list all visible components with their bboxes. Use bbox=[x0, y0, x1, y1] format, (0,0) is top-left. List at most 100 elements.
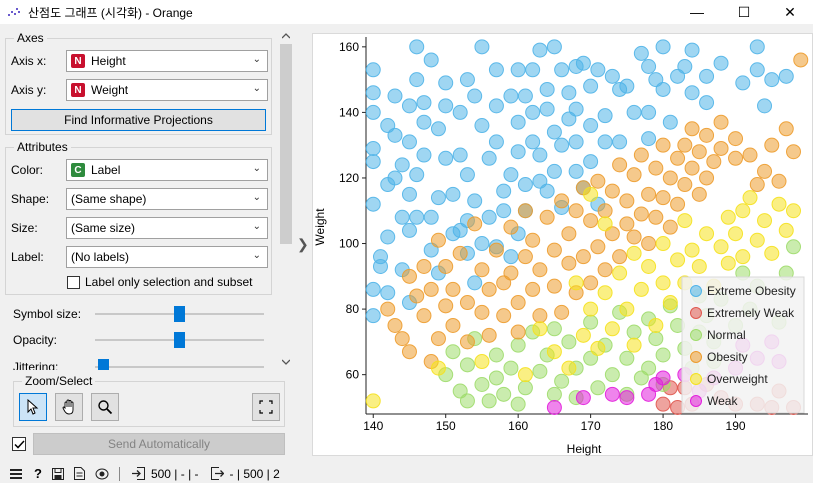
data-point[interactable] bbox=[438, 298, 454, 314]
data-point[interactable] bbox=[430, 232, 446, 248]
data-point[interactable] bbox=[786, 239, 802, 255]
data-point[interactable] bbox=[764, 245, 780, 261]
data-point[interactable] bbox=[467, 193, 483, 209]
data-point[interactable] bbox=[655, 81, 671, 97]
data-point[interactable] bbox=[365, 393, 381, 409]
data-point[interactable] bbox=[771, 196, 787, 212]
data-point[interactable] bbox=[604, 183, 620, 199]
data-point[interactable] bbox=[438, 258, 454, 274]
data-point[interactable] bbox=[720, 255, 736, 271]
data-point[interactable] bbox=[561, 226, 577, 242]
save-icon[interactable] bbox=[51, 467, 64, 480]
size-combo[interactable]: (Same size) ⌄ bbox=[66, 217, 268, 239]
report-icon[interactable] bbox=[73, 467, 85, 480]
data-point[interactable] bbox=[532, 147, 548, 163]
scatter-plot[interactable]: 140 150 160 170 180 190 60 80 100 120 140 160 Heigh… bbox=[313, 34, 813, 457]
data-point[interactable] bbox=[380, 301, 396, 317]
data-point[interactable] bbox=[532, 262, 548, 278]
data-point[interactable] bbox=[467, 88, 483, 104]
data-point[interactable] bbox=[394, 157, 410, 173]
data-point[interactable] bbox=[546, 386, 562, 402]
data-point[interactable] bbox=[742, 147, 758, 163]
data-point[interactable] bbox=[525, 232, 541, 248]
data-point[interactable] bbox=[590, 380, 606, 396]
data-point[interactable] bbox=[380, 229, 396, 245]
scrollbar-thumb[interactable] bbox=[280, 44, 292, 244]
data-point[interactable] bbox=[641, 360, 657, 376]
data-point[interactable] bbox=[430, 360, 446, 376]
data-point[interactable] bbox=[365, 140, 381, 156]
data-point[interactable] bbox=[604, 321, 620, 337]
send-automatically-button[interactable]: Send Automatically bbox=[33, 433, 285, 455]
data-point[interactable] bbox=[735, 75, 751, 91]
data-point[interactable] bbox=[503, 219, 519, 235]
data-point[interactable] bbox=[438, 75, 454, 91]
data-point[interactable] bbox=[648, 160, 664, 176]
data-point[interactable] bbox=[778, 222, 794, 238]
data-point[interactable] bbox=[597, 262, 613, 278]
data-point[interactable] bbox=[380, 285, 396, 301]
data-point[interactable] bbox=[546, 163, 562, 179]
data-point[interactable] bbox=[684, 121, 700, 137]
data-point[interactable] bbox=[416, 258, 432, 274]
data-point[interactable] bbox=[445, 281, 461, 297]
data-point[interactable] bbox=[459, 357, 475, 373]
data-point[interactable] bbox=[561, 334, 577, 350]
data-point[interactable] bbox=[619, 78, 635, 94]
data-point[interactable] bbox=[510, 295, 526, 311]
data-point[interactable] bbox=[626, 337, 642, 353]
data-point[interactable] bbox=[568, 134, 584, 150]
data-point[interactable] bbox=[503, 249, 519, 265]
data-point[interactable] bbox=[481, 393, 497, 409]
data-point[interactable] bbox=[713, 140, 729, 156]
data-point[interactable] bbox=[655, 347, 671, 363]
data-point[interactable] bbox=[387, 317, 403, 333]
data-point[interactable] bbox=[401, 222, 417, 238]
color-combo[interactable]: C Label ⌄ bbox=[66, 159, 268, 181]
axis-x-combo[interactable]: N Height ⌄ bbox=[66, 50, 268, 72]
data-point[interactable] bbox=[445, 344, 461, 360]
data-point[interactable] bbox=[749, 62, 765, 78]
data-point[interactable] bbox=[583, 118, 599, 134]
label-combo[interactable]: (No labels) ⌄ bbox=[66, 246, 268, 268]
data-point[interactable] bbox=[401, 344, 417, 360]
data-point[interactable] bbox=[699, 95, 715, 111]
shape-combo[interactable]: (Same shape) ⌄ bbox=[66, 188, 268, 210]
data-point[interactable] bbox=[677, 137, 693, 153]
data-point[interactable] bbox=[641, 131, 657, 147]
data-point[interactable] bbox=[619, 301, 635, 317]
data-point[interactable] bbox=[670, 252, 686, 268]
data-point[interactable] bbox=[546, 399, 562, 415]
data-point[interactable] bbox=[583, 186, 599, 202]
data-point[interactable] bbox=[452, 104, 468, 120]
data-point[interactable] bbox=[662, 170, 678, 186]
data-point[interactable] bbox=[401, 98, 417, 114]
data-point[interactable] bbox=[749, 232, 765, 248]
data-point[interactable] bbox=[481, 327, 497, 343]
data-point[interactable] bbox=[684, 242, 700, 258]
data-point[interactable] bbox=[409, 209, 425, 225]
data-point[interactable] bbox=[554, 193, 570, 209]
menu-icon[interactable] bbox=[10, 468, 22, 479]
data-point[interactable] bbox=[409, 167, 425, 183]
data-point[interactable] bbox=[597, 203, 613, 219]
data-point[interactable] bbox=[619, 193, 635, 209]
data-point[interactable] bbox=[590, 340, 606, 356]
data-point[interactable] bbox=[728, 150, 744, 166]
data-point[interactable] bbox=[394, 209, 410, 225]
data-point[interactable] bbox=[793, 52, 809, 68]
data-point[interactable] bbox=[554, 304, 570, 320]
data-point[interactable] bbox=[365, 154, 381, 170]
data-point[interactable] bbox=[742, 190, 758, 206]
data-point[interactable] bbox=[575, 327, 591, 343]
data-point[interactable] bbox=[510, 337, 526, 353]
minimize-button[interactable]: — bbox=[674, 0, 720, 24]
data-point[interactable] bbox=[474, 262, 490, 278]
data-point[interactable] bbox=[655, 190, 671, 206]
data-point[interactable] bbox=[459, 295, 475, 311]
data-point[interactable] bbox=[554, 137, 570, 153]
data-point[interactable] bbox=[416, 114, 432, 130]
data-point[interactable] bbox=[546, 278, 562, 294]
data-point[interactable] bbox=[583, 314, 599, 330]
data-point[interactable] bbox=[604, 68, 620, 84]
